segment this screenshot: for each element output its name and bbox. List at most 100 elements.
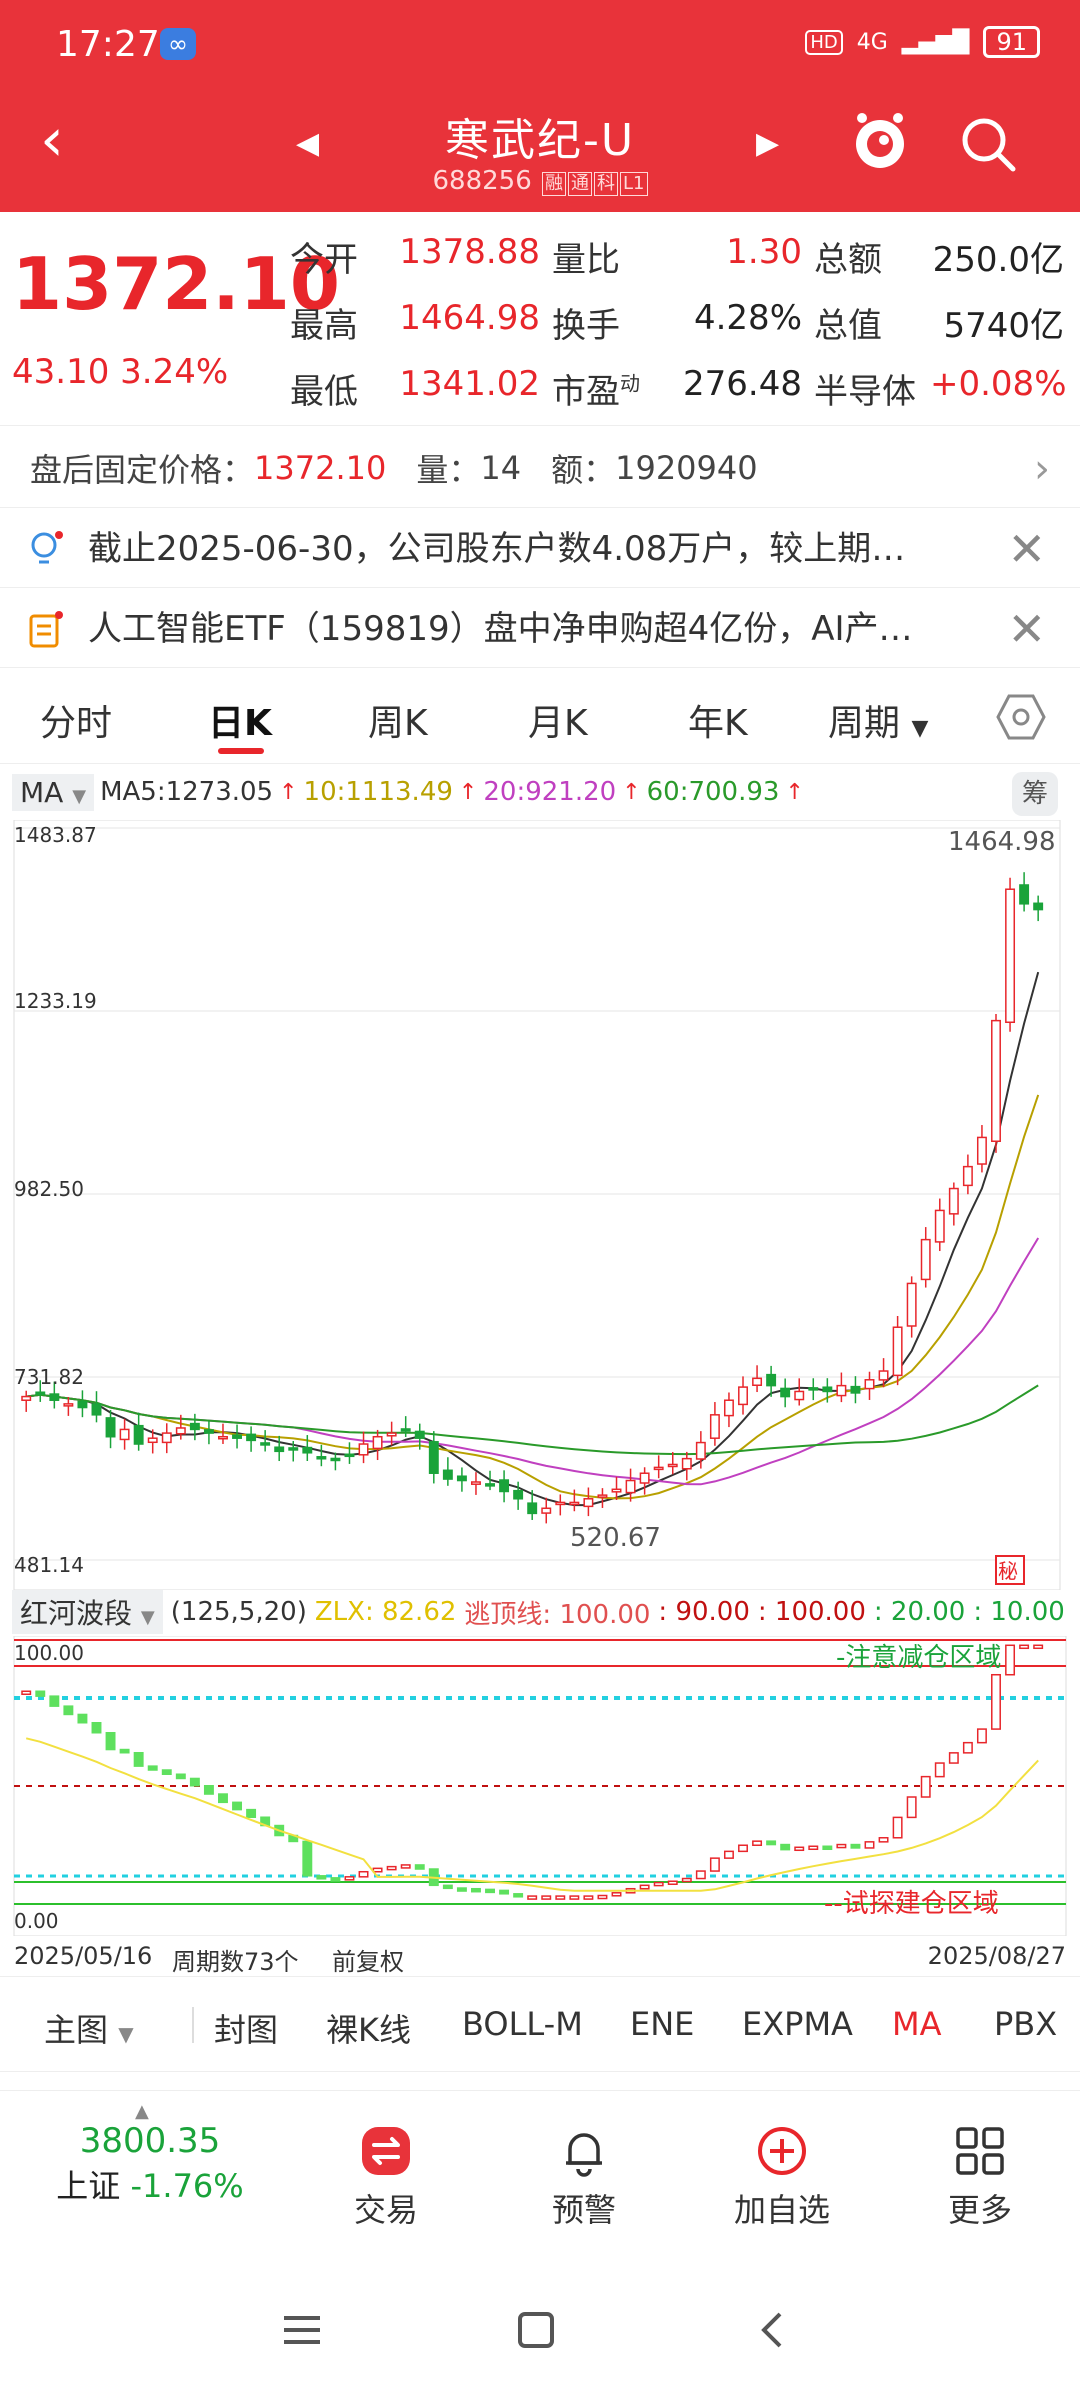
candle: [752, 1377, 763, 1386]
tab-limit-chart[interactable]: 封图: [214, 2011, 279, 2049]
caret-down-icon: ▼: [911, 716, 929, 741]
tab-main-chart[interactable]: 主图 ▼: [44, 2005, 134, 2051]
y-tick-label: 731.82: [14, 1365, 84, 1389]
tab-weekly-k[interactable]: 周K: [368, 703, 428, 744]
tab-expma[interactable]: EXPMA: [742, 2005, 853, 2043]
candle: [203, 1429, 214, 1434]
candle: [175, 1427, 186, 1435]
network-label: 4G: [856, 29, 888, 55]
candle: [372, 1435, 383, 1450]
tab-bare-k[interactable]: 裸K线: [326, 2011, 411, 2049]
news-text: 人工智能ETF（159819）盘中净申购超4亿份，AI产…: [88, 609, 913, 649]
tab-main-chart-label: 主图: [44, 2011, 109, 2049]
candle: [119, 1428, 130, 1441]
tab-ene[interactable]: ENE: [630, 2005, 695, 2043]
indicator-bar: [709, 1857, 720, 1872]
candle: [653, 1466, 664, 1471]
tab-daily-k[interactable]: 日K: [208, 703, 272, 744]
candle: [358, 1443, 369, 1456]
nav-trade[interactable]: 交易: [316, 2123, 456, 2231]
low-value: 1341.02: [399, 364, 540, 404]
news-item[interactable]: 截止2025-06-30，公司股东户数4.08万户，较上期… ✕: [0, 510, 1080, 588]
indicator-bar: [892, 1816, 903, 1839]
candle: [709, 1414, 720, 1439]
stock-name: 寒武纪-U: [444, 115, 636, 166]
sector-name[interactable]: 半导体: [814, 372, 916, 412]
open-value: 1378.88: [399, 232, 540, 272]
indicator-bar: [934, 1762, 945, 1778]
prev-stock-button[interactable]: ◀: [296, 126, 320, 161]
high-price-label: 1464.98: [948, 827, 1056, 857]
candle: [513, 1489, 524, 1500]
divider: [192, 2007, 194, 2043]
indicator-selector[interactable]: 红河波段 ▼: [12, 1590, 163, 1634]
index-ticker[interactable]: 3800.35 上证 -1.76%: [40, 2121, 260, 2207]
trade-icon: [362, 2127, 410, 2175]
candle: [260, 1442, 271, 1446]
lightbulb-icon: [31, 531, 63, 564]
indicator-chart[interactable]: 100.00 0.00 -注意减仓区域 --试探建仓区域: [0, 1636, 1080, 1936]
indicator-bar: [119, 1748, 130, 1754]
line-90-value: : 90.00: [658, 1597, 750, 1627]
settings-hexagon-icon[interactable]: [996, 692, 1046, 742]
tab-pbx[interactable]: PBX: [994, 2005, 1058, 2043]
vol-ratio-value: 1.30: [726, 232, 802, 272]
tab-yearly-k[interactable]: 年K: [688, 703, 748, 744]
ma-selector[interactable]: MA ▼: [12, 773, 95, 811]
tab-intraday[interactable]: 分时: [40, 703, 113, 744]
robot-assistant-icon[interactable]: [850, 110, 910, 174]
pe-label: 市盈动: [552, 364, 640, 413]
badge-label: 秘: [998, 1559, 1018, 1583]
indicator-bar: [302, 1840, 313, 1877]
candle: [527, 1502, 538, 1515]
indicator-bar: [77, 1713, 88, 1724]
adjust-mode[interactable]: 前复权: [332, 1948, 404, 1976]
indicator-bar: [485, 1888, 495, 1894]
indicator-bar: [91, 1722, 102, 1734]
indicator-bar: [147, 1765, 158, 1771]
indicator-bar: [597, 1894, 608, 1900]
nav-more[interactable]: 更多: [910, 2123, 1050, 2231]
candle: [822, 1386, 833, 1393]
menu-icon[interactable]: [282, 2310, 322, 2350]
home-icon[interactable]: [516, 2310, 556, 2350]
back-icon[interactable]: [752, 2310, 792, 2350]
indicator-legend: 红河波段 ▼ (125,5,20) ZLX: 82.62 逃顶线: 100.00…: [12, 1590, 1065, 1634]
candle: [1005, 888, 1016, 1024]
tab-monthly-k[interactable]: 月K: [528, 703, 588, 744]
post-market-row[interactable]: 盘后固定价格： 1372.10 量： 14 额： 1920940 ›: [0, 428, 1080, 508]
candle: [232, 1434, 243, 1439]
tag-tong: 通: [568, 172, 593, 196]
next-stock-button[interactable]: ▶: [756, 126, 780, 161]
tab-ma[interactable]: MA: [892, 2005, 942, 2043]
news-item[interactable]: 人工智能ETF（159819）盘中净申购超4亿份，AI产… ✕: [0, 590, 1080, 668]
close-icon[interactable]: ✕: [1007, 522, 1046, 576]
caret-down-icon: ▼: [140, 1607, 155, 1628]
tab-boll-m[interactable]: BOLL-M: [462, 2005, 583, 2043]
post-amt-label: 额：: [551, 450, 616, 489]
close-icon[interactable]: ✕: [1007, 602, 1046, 656]
search-icon[interactable]: [958, 114, 1018, 174]
candle: [344, 1453, 355, 1458]
chart-frame: [13, 820, 1061, 1590]
low-label: 最低: [290, 372, 358, 412]
back-button[interactable]: ‹: [40, 105, 64, 175]
candle: [611, 1488, 622, 1493]
kline-chart[interactable]: 1483.87 1233.19 982.50 731.82 481.14 146…: [0, 820, 1080, 1590]
tab-period-label: 周期: [828, 703, 901, 744]
tab-period[interactable]: 周期 ▼: [828, 694, 928, 746]
ma5-line: [26, 971, 1040, 1507]
indicator-bars: [21, 1644, 1044, 1900]
nav-add-watchlist[interactable]: 加自选: [712, 2123, 852, 2231]
chip-distribution-button[interactable]: 筹: [1012, 772, 1058, 816]
candle: [625, 1479, 636, 1494]
indicator-bar: [991, 1673, 1001, 1730]
indicator-bar: [583, 1895, 594, 1900]
candle: [49, 1393, 60, 1401]
candle: [681, 1457, 692, 1470]
nav-alert[interactable]: 预警: [514, 2123, 654, 2231]
chevron-right-icon: ›: [1034, 446, 1050, 492]
ma20-line: [26, 1237, 1040, 1486]
candle: [330, 1457, 341, 1462]
indicator-bar: [723, 1850, 734, 1859]
